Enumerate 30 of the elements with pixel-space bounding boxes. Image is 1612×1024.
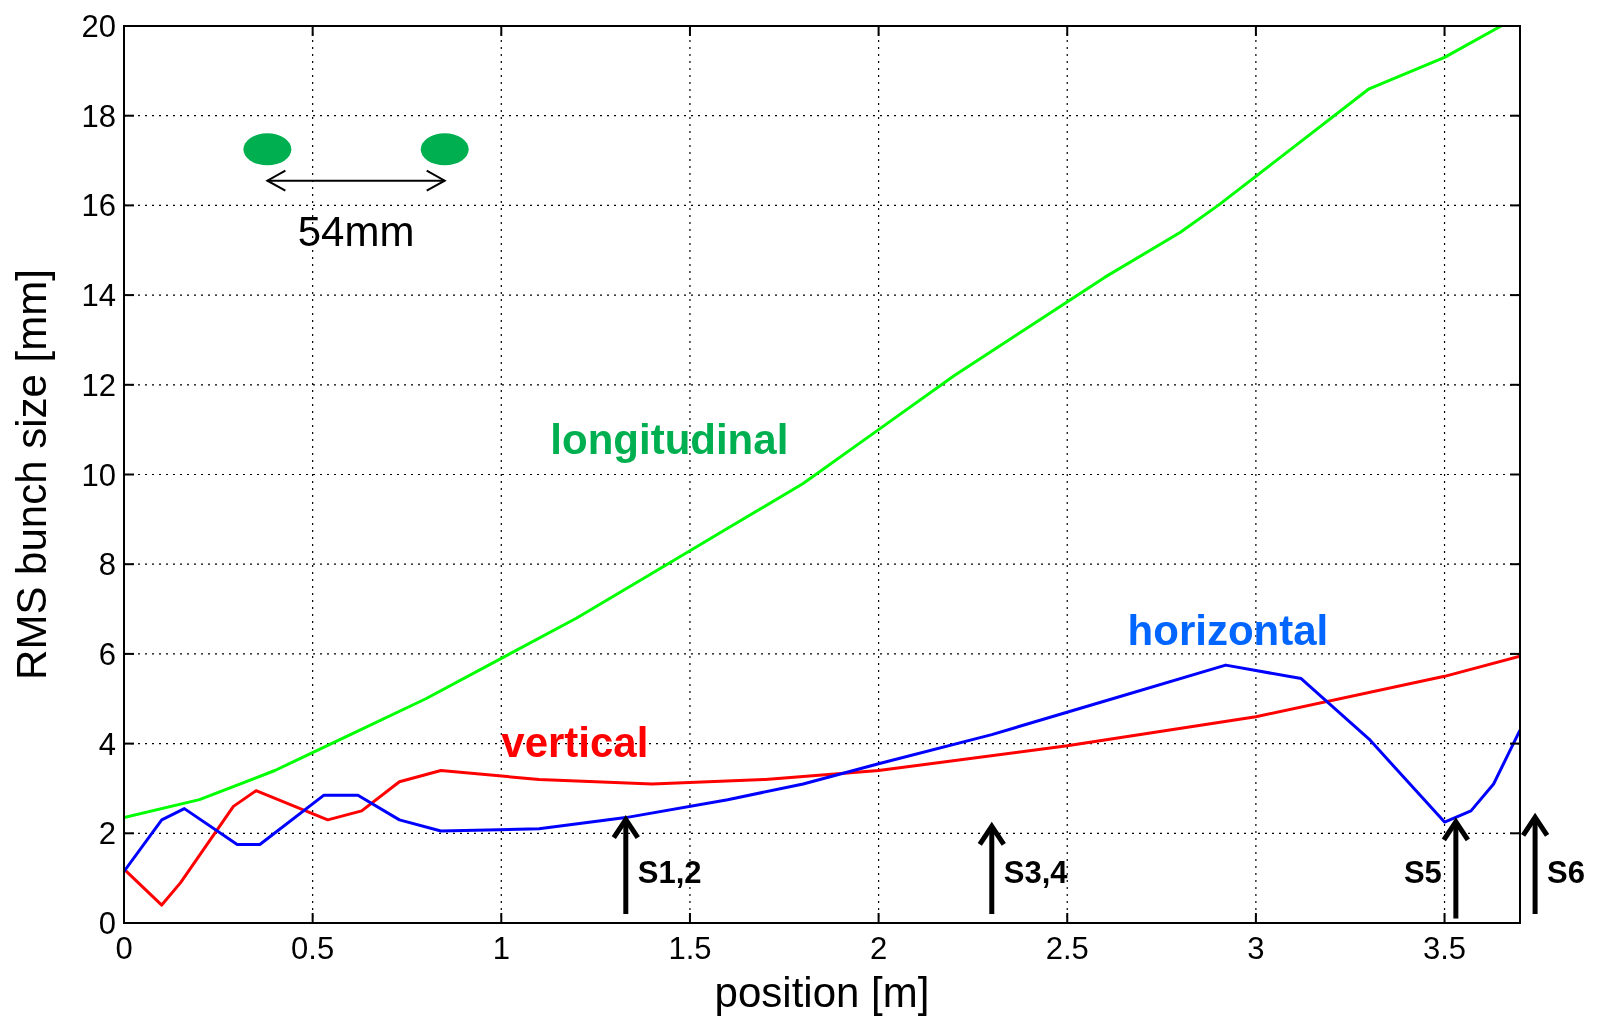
x-tick-label: 2 [869,931,888,966]
y-tick-label: 2 [98,816,116,852]
x-axis-title: position [m] [714,969,930,1016]
text: S6 [1547,854,1586,890]
line-series [124,26,1503,820]
annotation: 54mm [297,207,415,255]
y-tick-label: 0 [98,906,116,941]
series-label: horizontal [1127,606,1329,654]
x-tick-label: 1 [492,931,510,966]
x-tick-label: 2.5 [1045,931,1089,966]
series-label: vertical [501,719,649,767]
y-tick-label: 6 [98,636,116,672]
y-tick-label: 16 [81,188,116,224]
annotation: S1,2 [637,854,702,890]
annotation: S5 [1403,854,1442,890]
annotation: S3,4 [1003,854,1069,890]
y-tick-label: 20 [81,9,116,44]
x-tick-label: 3.5 [1422,931,1467,966]
y-tick-label: 18 [81,98,116,134]
y-tick-label: 8 [98,547,116,583]
y-axis-title: RMS bunch size [mm] [8,269,55,680]
series-label: longitudinal [550,416,789,464]
y-tick-label: 4 [98,726,116,762]
line-series [124,654,1520,907]
x-tick-label: 1.5 [668,931,712,966]
y-tick-label: 12 [81,367,116,403]
x-tick-label: 3 [1247,931,1265,966]
y-tick-label: 14 [81,278,116,314]
y-tick-label: 10 [81,457,116,493]
x-tick-label: 0.5 [291,931,335,966]
